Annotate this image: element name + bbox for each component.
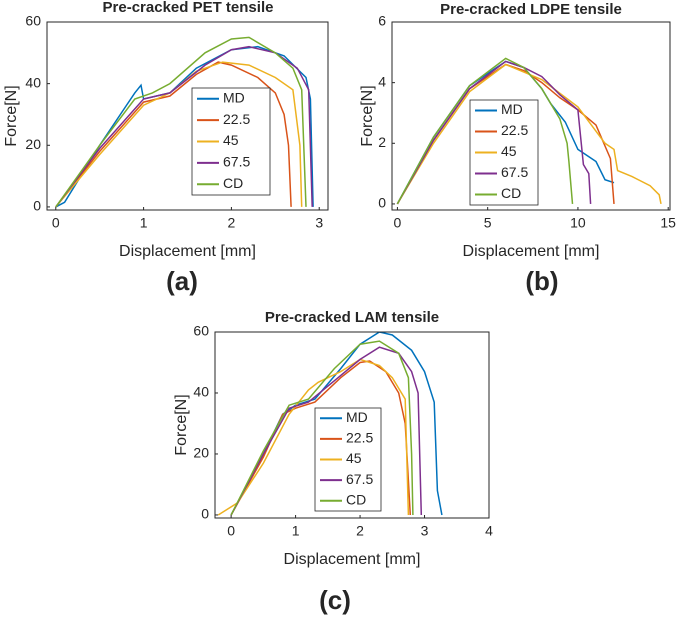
y-tick-label: 20 xyxy=(193,445,209,461)
legend-label: CD xyxy=(501,185,521,201)
chart-title: Pre-cracked LDPE tensile xyxy=(440,1,622,18)
y-axis-label: Force[N] xyxy=(173,394,190,455)
x-axis-label: Displacement [mm] xyxy=(463,243,600,260)
x-tick-label: 2 xyxy=(356,523,364,539)
x-tick-label: 0 xyxy=(52,215,60,231)
legend-box xyxy=(469,99,539,206)
y-tick-label: 0 xyxy=(378,195,386,211)
y-tick-label: 2 xyxy=(378,134,386,150)
x-tick-label: 1 xyxy=(140,215,148,231)
x-tick-label: 3 xyxy=(315,215,323,231)
y-tick-label: 60 xyxy=(193,323,209,339)
x-tick-label: 0 xyxy=(394,215,402,231)
series-line xyxy=(55,61,292,208)
legend-label: 67.5 xyxy=(501,164,528,180)
series-line xyxy=(396,57,574,205)
legend-label: CD xyxy=(346,491,366,507)
panel-label: (c) xyxy=(319,585,351,615)
axes-box xyxy=(214,331,490,519)
x-axis-label: Displacement [mm] xyxy=(119,243,256,260)
series-line xyxy=(396,63,662,205)
series-group xyxy=(217,332,443,516)
plot-area xyxy=(47,22,328,210)
x-tick-label: 4 xyxy=(485,523,493,539)
y-tick-label: 6 xyxy=(378,13,386,29)
legend-label: 45 xyxy=(223,132,239,148)
series-line xyxy=(230,346,423,516)
y-tick-label: 0 xyxy=(201,506,209,522)
y-tick-label: 40 xyxy=(25,74,41,90)
series-group xyxy=(55,36,314,208)
legend-label: 22.5 xyxy=(501,122,528,138)
y-axis-label: Force[N] xyxy=(359,85,376,146)
legend-label: 67.5 xyxy=(346,471,373,487)
series-group xyxy=(396,57,662,205)
legend-label: 67.5 xyxy=(223,154,250,170)
series-line xyxy=(217,358,410,516)
legend-label: MD xyxy=(346,409,368,425)
legend-label: 22.5 xyxy=(346,430,373,446)
series-line xyxy=(55,45,313,208)
series-line xyxy=(55,61,303,208)
x-tick-label: 15 xyxy=(660,215,676,231)
chart-title: Pre-cracked PET tensile xyxy=(103,0,274,16)
axes-box xyxy=(46,21,329,211)
x-tick-label: 2 xyxy=(228,215,236,231)
panel-label: (b) xyxy=(525,266,558,296)
legend-label: 45 xyxy=(501,143,517,159)
y-tick-label: 4 xyxy=(378,73,386,89)
x-tick-label: 5 xyxy=(484,215,492,231)
x-tick-label: 1 xyxy=(292,523,300,539)
x-axis-label: Displacement [mm] xyxy=(284,551,421,568)
y-axis-label: Force[N] xyxy=(3,85,20,146)
series-line xyxy=(396,60,592,205)
x-tick-label: 10 xyxy=(570,215,586,231)
legend-label: MD xyxy=(501,101,523,117)
x-tick-label: 0 xyxy=(227,523,235,539)
legend-label: CD xyxy=(223,175,243,191)
series-line xyxy=(230,340,414,516)
y-tick-label: 0 xyxy=(33,198,41,214)
chart-title: Pre-cracked LAM tensile xyxy=(265,309,439,326)
series-line xyxy=(55,36,307,208)
panel-label: (a) xyxy=(166,266,198,296)
legend-label: 22.5 xyxy=(223,111,250,127)
y-tick-label: 60 xyxy=(25,13,41,29)
x-tick-label: 3 xyxy=(421,523,429,539)
legend-label: 45 xyxy=(346,450,362,466)
y-tick-label: 40 xyxy=(193,384,209,400)
axes-box xyxy=(391,21,671,211)
legend-label: MD xyxy=(223,89,245,105)
y-tick-label: 20 xyxy=(25,136,41,152)
